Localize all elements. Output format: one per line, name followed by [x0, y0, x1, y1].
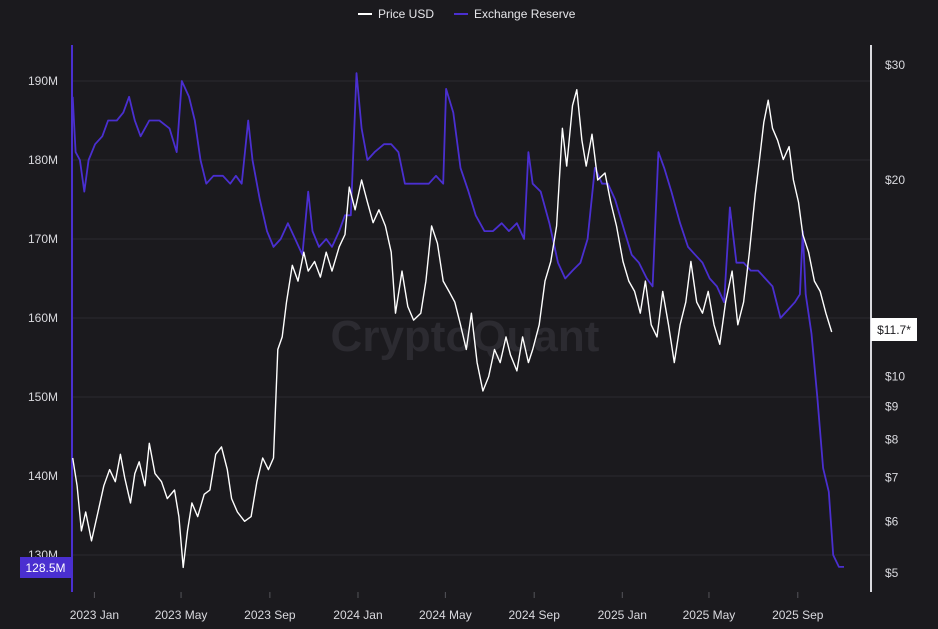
x-tick-label: 2023 Jan [70, 608, 119, 622]
right-tick-label: $9 [885, 399, 899, 413]
left-tick-label: 150M [28, 390, 58, 404]
x-tick-label: 2024 May [419, 608, 472, 622]
price-usd-line [72, 89, 833, 569]
right-current-badge-bg [871, 318, 917, 341]
series-layer [71, 72, 844, 569]
x-axis-ticks: 2023 Jan 2023 May 2023 Sep 2024 Jan 2024 May… [70, 592, 824, 622]
right-tick-label: $5 [885, 566, 899, 580]
left-tick-label: 190M [28, 74, 58, 88]
right-tick-label: $8 [885, 433, 899, 447]
left-axis-ticks: 120M130M140M150M160M170M180M190M [28, 74, 58, 629]
left-tick-label: 180M [28, 153, 58, 167]
left-current-badge-label: 128.5M [25, 561, 65, 575]
left-tick-label: 120M [28, 627, 58, 629]
right-tick-label: $30 [885, 58, 905, 72]
left-current-badge-bg [20, 557, 71, 578]
x-tick-label: 2025 Sep [772, 608, 824, 622]
legend-price-label[interactable]: Price USD [378, 7, 434, 21]
x-tick-label: 2025 May [683, 608, 736, 622]
right-tick-label: $7 [885, 471, 899, 485]
x-tick-label: 2024 Jan [333, 608, 382, 622]
right-current-badge: $11.7* [871, 318, 917, 341]
exchange-reserve-line [71, 72, 844, 568]
right-tick-label: $6 [885, 514, 899, 528]
left-tick-label: 140M [28, 469, 58, 483]
x-tick-label: 2023 May [155, 608, 208, 622]
x-tick-label: 2024 Sep [508, 608, 560, 622]
left-current-badge: 128.5M [20, 557, 71, 578]
left-tick-label: 160M [28, 311, 58, 325]
legend-reserve-label[interactable]: Exchange Reserve [474, 7, 576, 21]
right-current-badge-label: $11.7* [877, 323, 911, 337]
right-tick-label: $10 [885, 369, 905, 383]
right-axis-ticks: $5 $6 $7 $8 $9 $10 $20 $30 [885, 58, 905, 580]
right-tick-label: $20 [885, 173, 905, 187]
x-tick-label: 2025 Jan [598, 608, 647, 622]
watermark: CryptoQuant [331, 312, 600, 361]
left-tick-label: 170M [28, 232, 58, 246]
x-tick-label: 2023 Sep [244, 608, 296, 622]
legend[interactable]: Price USD Exchange Reserve [358, 7, 576, 21]
